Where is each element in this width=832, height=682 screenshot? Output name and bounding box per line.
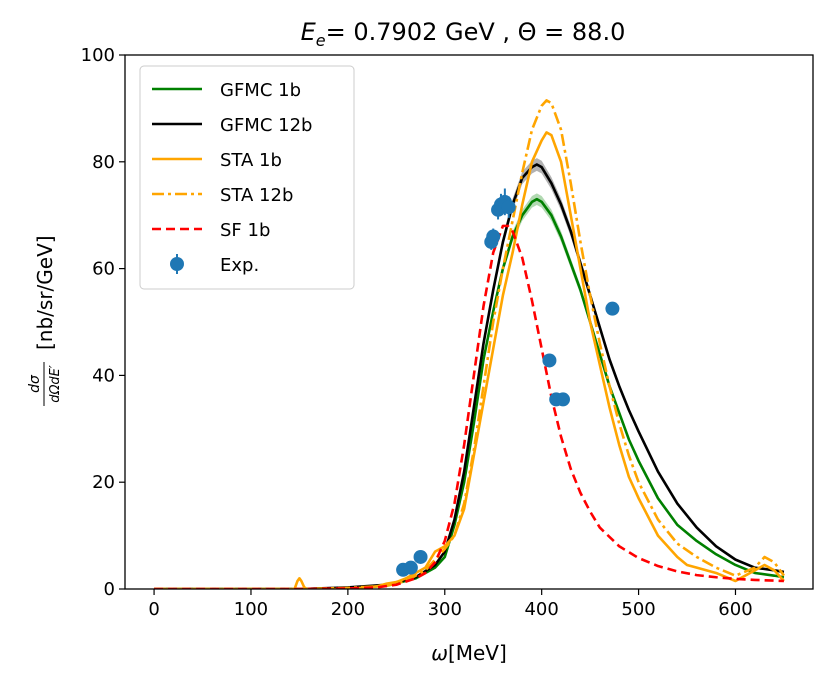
y-axis-label: dσ dΩdE′ [nb/sr/GeV] <box>27 235 63 406</box>
legend-swatch-exp <box>170 257 184 271</box>
exp-data-point <box>486 228 501 245</box>
exp-marker <box>486 229 501 244</box>
plot-frame <box>124 54 814 590</box>
x-tick-label: 300 <box>428 599 462 620</box>
legend-label-gfmc-1b: GFMC 1b <box>220 80 301 101</box>
legend-label-sf-1b: SF 1b <box>220 220 270 241</box>
experimental-points <box>396 188 620 577</box>
x-axis-label: ω[MeV] <box>431 641 507 665</box>
y-tick-label: 60 <box>92 259 115 280</box>
gfmc-12b-curve <box>154 163 785 589</box>
chart-title: Ee= 0.7902 GeV , Θ = 88.0 <box>301 18 626 50</box>
exp-marker <box>403 560 418 575</box>
legend-box <box>139 65 355 290</box>
exp-marker <box>542 353 557 368</box>
legend-label-gfmc-12b: GFMC 12b <box>220 115 312 136</box>
x-tick-label: 500 <box>621 599 655 620</box>
x-label-unit: [MeV] <box>448 641 507 665</box>
y-label-numerator: dσ <box>27 374 43 393</box>
x-tick-label: 200 <box>331 599 365 620</box>
x-tick-label: 0 <box>148 599 159 620</box>
exp-data-point <box>403 560 418 575</box>
y-tick-label: 100 <box>81 45 115 66</box>
y-label-unit: [nb/sr/GeV] <box>33 235 57 350</box>
y-tick-label: 80 <box>92 152 115 173</box>
sta-12b-curve <box>154 99 785 589</box>
y-tick-label: 20 <box>92 472 115 493</box>
title-e-symbol: E <box>301 18 317 46</box>
legend: GFMC 1b GFMC 12b STA 1b STA 12b SF 1b Exp. <box>139 65 355 290</box>
y-tick-label: 40 <box>92 365 115 386</box>
plot-area <box>124 54 814 590</box>
legend-label-sta-1b: STA 1b <box>220 150 282 171</box>
x-tick-label: 100 <box>234 599 268 620</box>
title-e-subscript: e <box>316 31 326 50</box>
exp-data-point <box>605 301 620 316</box>
y-axis: 0 20 40 60 80 100 <box>81 45 125 600</box>
y-label-denominator: dΩdE′ <box>48 365 63 403</box>
exp-data-point <box>555 392 570 407</box>
sf-1b-curve <box>154 224 784 589</box>
x-label-omega: ω <box>431 641 448 665</box>
exp-data-point <box>413 549 428 564</box>
y-tick-label: 0 <box>104 579 115 600</box>
gfmc-1b-curve <box>154 197 785 589</box>
title-energy-angle: = 0.7902 GeV , Θ = 88.0 <box>326 18 626 46</box>
exp-marker <box>555 392 570 407</box>
exp-marker <box>413 549 428 564</box>
model-curves <box>154 99 785 589</box>
exp-marker <box>501 200 516 215</box>
x-tick-label: 600 <box>718 599 752 620</box>
legend-label-sta-12b: STA 12b <box>220 185 293 206</box>
exp-marker <box>605 301 620 316</box>
x-tick-label: 400 <box>524 599 558 620</box>
exp-data-point <box>542 353 557 368</box>
exp-data-point <box>501 196 516 218</box>
x-axis: 0 100 200 300 400 500 600 <box>148 589 753 620</box>
legend-label-exp: Exp. <box>220 255 259 276</box>
